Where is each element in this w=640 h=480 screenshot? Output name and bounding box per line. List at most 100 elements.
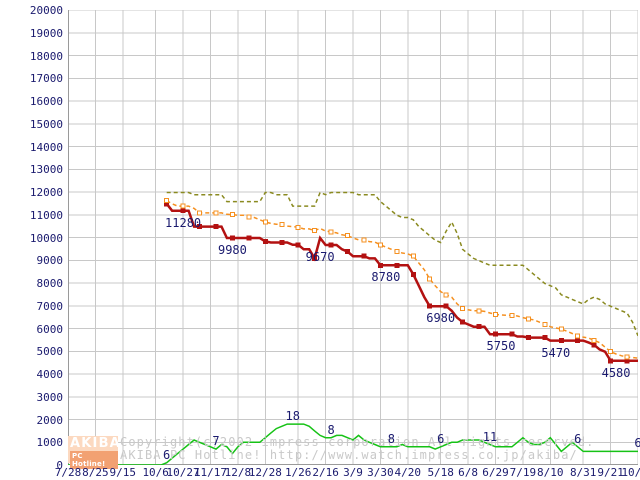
y-axis-tick-0: 0 <box>56 459 63 472</box>
marker-average-price <box>180 203 186 209</box>
x-axis-tick-12-8: 12/8 <box>224 466 252 479</box>
y-axis-tick-8000: 8000 <box>36 277 64 290</box>
price-label-4580: 4580 <box>601 365 631 380</box>
price-label-6980: 6980 <box>426 311 456 326</box>
x-axis-tick-10-6: 10/6 <box>142 466 169 479</box>
x-axis-tick-8-25: 8/25 <box>82 466 109 479</box>
y-axis-tick-20000: 20000 <box>29 4 63 17</box>
marker-average-price <box>525 316 531 322</box>
marker-average-price <box>608 349 614 355</box>
x-axis-tick-4-20: 4/20 <box>394 466 422 479</box>
count-label-8-48: 8 <box>327 422 335 437</box>
marker-average-price <box>476 308 482 314</box>
price-label-5470: 5470 <box>541 345 571 360</box>
x-axis-tick-1-26: 1/26 <box>284 466 312 479</box>
y-axis-tick-12000: 12000 <box>29 186 63 199</box>
marker-average-price <box>164 198 170 204</box>
marker-lowest-price <box>493 331 498 337</box>
marker-average-price <box>295 224 301 230</box>
marker-lowest-price <box>377 262 383 268</box>
y-axis-tick-11000: 11000 <box>29 208 63 222</box>
marker-lowest-price <box>361 253 367 259</box>
marker-average-price <box>394 249 400 255</box>
marker-average-price <box>443 292 449 298</box>
plot-area <box>68 10 638 465</box>
y-axis-tick-6000: 6000 <box>36 322 64 336</box>
marker-average-price <box>262 219 268 225</box>
marker-average-price <box>410 253 416 259</box>
x-axis-tick-12-28: 12/28 <box>248 466 282 479</box>
marker-lowest-price <box>295 242 301 248</box>
y-axis-tick-9000: 9000 <box>36 254 64 268</box>
count-label-6-68: 6 <box>437 431 445 446</box>
x-axis-tick-8-10: 8/10 <box>537 466 564 479</box>
marker-lowest-price <box>476 324 482 330</box>
price-label-9670: 9670 <box>305 250 335 264</box>
count-label-18-41: 18 <box>285 409 300 424</box>
y-axis-tick-3000: 3000 <box>36 390 64 404</box>
x-axis-tick-3-30: 3/30 <box>367 466 394 479</box>
marker-lowest-price <box>525 335 531 341</box>
x-axis-tick-5-18: 5/18 <box>427 466 454 479</box>
marker-lowest-price <box>328 242 334 248</box>
price-label-8780: 8780 <box>371 270 401 285</box>
marker-average-price <box>624 354 630 360</box>
marker-lowest-price <box>180 208 186 214</box>
marker-average-price <box>509 312 515 318</box>
marker-lowest-price <box>542 335 548 341</box>
y-axis-tick-1000: 1000 <box>36 436 64 450</box>
y-axis-tick-17000: 17000 <box>29 72 63 86</box>
series-lines <box>68 191 638 465</box>
grid-lines <box>68 10 638 465</box>
marker-lowest-price <box>279 240 285 245</box>
marker-lowest-price <box>558 338 564 344</box>
marker-average-price <box>493 311 498 317</box>
marker-lowest-price <box>345 249 350 255</box>
y-axis-tick-14000: 14000 <box>29 140 63 154</box>
marker-average-price <box>591 337 597 343</box>
marker-lowest-price <box>460 319 466 325</box>
count-label-6-104: 6 <box>634 436 640 451</box>
marker-lowest-price <box>246 235 252 241</box>
count-label-6-18: 6 <box>163 447 171 462</box>
y-axis-tick-5000: 5000 <box>36 345 64 359</box>
marker-lowest-price <box>213 224 219 230</box>
marker-lowest-price <box>197 224 202 230</box>
marker-lowest-price <box>229 235 235 241</box>
x-axis-tick-10-27: 10/27 <box>166 466 200 479</box>
y-axis-tick-13000: 13000 <box>29 163 63 177</box>
marker-average-price <box>229 212 235 218</box>
x-axis-tick-10-12: 10/12 <box>621 466 640 479</box>
marker-average-price <box>460 306 466 311</box>
marker-average-price <box>575 333 581 339</box>
series-average-price <box>166 199 638 359</box>
marker-lowest-price <box>575 338 581 344</box>
x-axis-tick-8-31: 8/31 <box>569 466 597 479</box>
series-lowest-price <box>165 203 638 363</box>
marker-lowest-price <box>509 331 515 337</box>
x-axis-tick-2-16: 2/16 <box>312 466 339 479</box>
count-label-6-93: 6 <box>574 431 582 446</box>
series-shop-count <box>68 423 638 465</box>
marker-average-price <box>279 221 285 227</box>
marker-average-price <box>558 326 564 332</box>
y-axis-tick-19000: 19000 <box>29 26 63 40</box>
x-axis-tick-6-29: 6/29 <box>482 466 509 479</box>
marker-average-price <box>361 237 367 243</box>
marker-average-price <box>197 210 202 216</box>
count-label-8-59: 8 <box>387 431 395 446</box>
x-axis-tick-11-17: 11/17 <box>193 466 228 479</box>
marker-lowest-price <box>394 262 400 268</box>
marker-average-price <box>427 276 433 282</box>
marker-average-price <box>312 228 318 234</box>
x-axis-tick-7-19: 7/19 <box>509 466 537 479</box>
marker-lowest-price <box>443 303 449 309</box>
price-label-5750: 5750 <box>486 339 516 354</box>
y-axis-tick-15000: 15000 <box>29 117 63 131</box>
price-label-11280: 11280 <box>165 215 202 230</box>
marker-average-price <box>345 233 350 239</box>
y-axis-tick-18000: 18000 <box>29 49 63 63</box>
marker-average-price <box>377 242 383 248</box>
y-axis-tick-16000: 16000 <box>29 95 63 108</box>
